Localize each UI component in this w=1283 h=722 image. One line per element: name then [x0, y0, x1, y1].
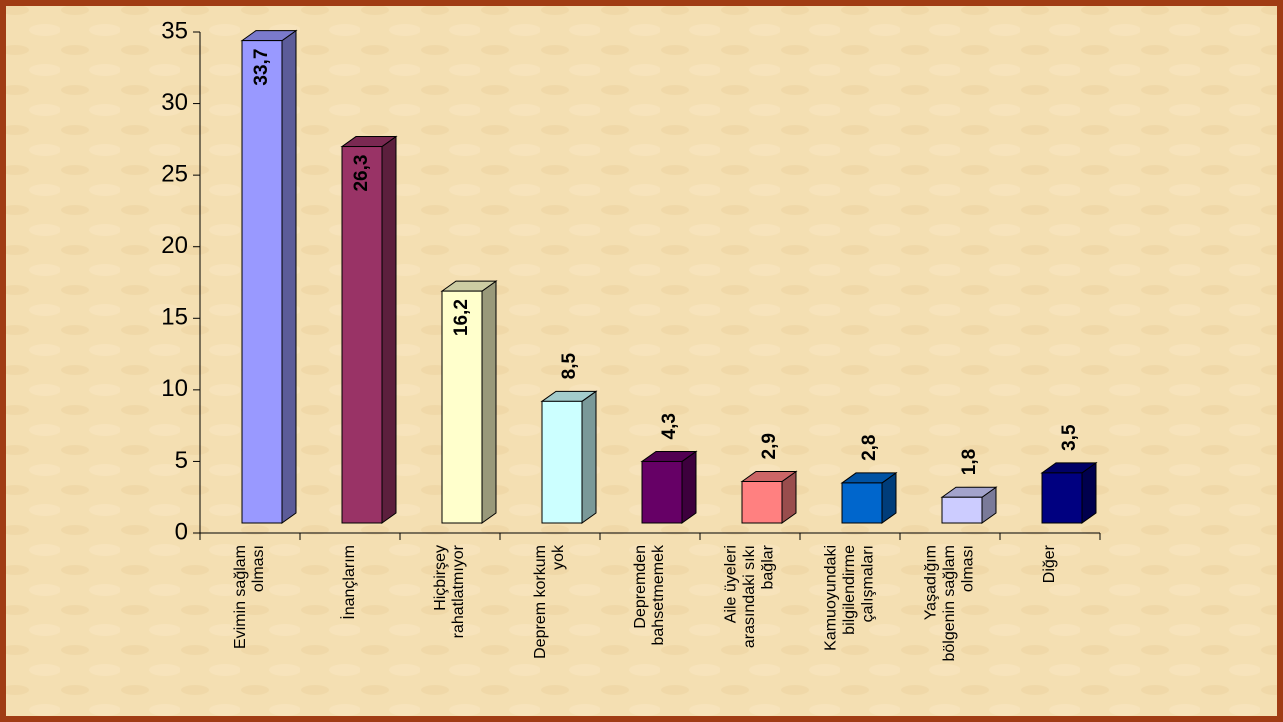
x-tick-label: Deprem korkumyok [532, 544, 567, 659]
x-tick-label: Yaşadığımbölgenin sağlamolması [923, 545, 977, 662]
y-tick-label: 15 [161, 304, 188, 331]
bar-front [1041, 472, 1083, 524]
bar [940, 486, 998, 524]
bar-side [381, 135, 397, 524]
y-tick-label: 20 [161, 232, 188, 259]
y-tick-label: 35 [161, 17, 188, 44]
bar [440, 280, 498, 524]
value-label: 4,3 [659, 413, 680, 439]
x-tick-label: Depremdenbahsetmemek [632, 544, 667, 645]
bar [240, 29, 298, 524]
y-tick-label: 25 [161, 160, 188, 187]
bar-front [341, 146, 383, 524]
bar-front [641, 460, 683, 524]
value-label: 16,2 [451, 299, 472, 336]
x-tick-label: İnançlarım [339, 545, 358, 620]
bar [640, 450, 698, 524]
y-tick-label: 5 [175, 447, 188, 474]
bar-side [481, 280, 497, 524]
bar [540, 390, 598, 524]
bar [340, 135, 398, 524]
y-tick-label: 0 [175, 518, 188, 545]
bar-front [941, 496, 983, 524]
bar [740, 470, 798, 524]
value-label: 2,9 [759, 433, 780, 459]
bar-front [841, 482, 883, 524]
bar-side [281, 29, 297, 524]
x-tick-label: Kamuoyundakibilgilendirmeçalışmaları [823, 545, 877, 651]
bar-front [441, 290, 483, 524]
x-tick-label: Hiçbirşeyrahatlatmıyor [432, 544, 467, 638]
x-tick-label: Diğer [1041, 544, 1058, 583]
bar-front [741, 480, 783, 524]
bar-front [241, 40, 283, 524]
bar-front [541, 400, 583, 524]
bar-side [681, 450, 697, 524]
bar [1040, 461, 1098, 524]
value-label: 26,3 [351, 155, 372, 192]
y-tick-label: 30 [161, 89, 188, 116]
value-label: 3,5 [1059, 424, 1080, 451]
y-tick-label: 10 [161, 375, 188, 402]
value-label: 2,8 [859, 434, 880, 460]
bar [840, 471, 898, 524]
x-tick-label: Evimin sağlamolması [232, 545, 267, 649]
value-label: 8,5 [559, 352, 580, 379]
x-tick-label: Aile üyeleriarasındaki sıkıbağlar [723, 544, 777, 648]
value-label: 1,8 [959, 449, 980, 475]
bar-side [581, 390, 597, 524]
value-label: 33,7 [251, 49, 272, 86]
